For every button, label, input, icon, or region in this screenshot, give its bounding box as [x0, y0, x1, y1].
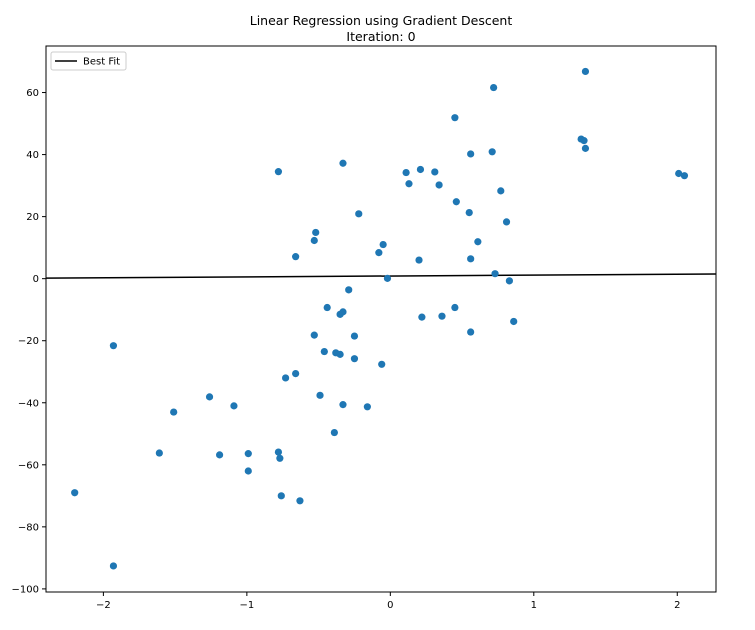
data-point: [170, 408, 178, 416]
x-axis-ticks: −2 −1 0 1 2: [96, 592, 680, 611]
data-point: [467, 328, 475, 336]
data-point: [350, 355, 359, 363]
data-point: [375, 249, 383, 257]
x-tick-label: 2: [674, 600, 680, 611]
data-point: [451, 303, 459, 312]
data-point: [277, 492, 285, 500]
y-tick-label: −60: [18, 460, 39, 471]
data-point: [431, 168, 439, 176]
data-point: [355, 210, 363, 218]
y-tick-label: 0: [33, 274, 39, 285]
x-tick-label: 1: [531, 600, 537, 611]
data-point: [312, 228, 320, 237]
data-point: [474, 238, 482, 246]
data-point: [383, 274, 392, 282]
data-point: [292, 253, 300, 261]
data-point: [418, 313, 426, 321]
data-point: [580, 137, 588, 145]
data-point: [296, 497, 304, 505]
data-point: [109, 342, 118, 350]
data-point: [405, 180, 413, 188]
data-point: [402, 168, 410, 177]
data-point: [465, 208, 473, 217]
legend-box: [50, 51, 127, 71]
data-point: [680, 172, 689, 180]
y-tick-label: 20: [26, 212, 39, 223]
data-point: [244, 467, 252, 475]
data-point: [505, 277, 514, 285]
data-point: [416, 165, 425, 174]
data-point: [281, 374, 290, 382]
data-points: [71, 67, 689, 570]
y-tick-label: −40: [18, 398, 39, 409]
data-point: [274, 448, 283, 456]
data-point: [415, 256, 423, 264]
data-point: [310, 331, 318, 339]
y-tick-label: −100: [12, 584, 39, 595]
data-point: [490, 83, 498, 92]
data-point: [502, 218, 511, 226]
data-point: [675, 169, 683, 178]
data-point: [451, 114, 459, 122]
data-point: [292, 370, 300, 378]
plot-frame: [45, 45, 717, 593]
data-point: [491, 270, 499, 278]
data-point: [339, 401, 347, 409]
x-tick-label: 0: [387, 600, 393, 611]
data-point: [274, 168, 283, 176]
data-point: [109, 562, 118, 570]
data-point: [330, 428, 338, 437]
data-point: [379, 240, 387, 249]
plot-area: [46, 46, 716, 592]
data-point: [336, 350, 344, 358]
data-point: [323, 303, 331, 312]
data-point: [71, 489, 79, 497]
data-point: [452, 198, 460, 206]
data-point: [316, 391, 324, 399]
data-point: [155, 449, 163, 457]
data-point: [510, 317, 518, 326]
data-point: [230, 402, 238, 410]
data-point: [438, 312, 446, 320]
data-point: [581, 144, 590, 152]
data-point: [320, 347, 328, 356]
data-point: [467, 150, 475, 158]
y-axis-ticks: −100 −80 −60 −40 −20 0 20 40 60: [12, 88, 46, 595]
x-tick-label: −1: [239, 600, 254, 611]
data-point: [378, 360, 386, 368]
legend: Best Fit: [50, 51, 127, 71]
data-point: [350, 332, 359, 340]
data-point: [205, 393, 214, 401]
data-point: [488, 148, 496, 156]
plot-background: [46, 46, 716, 592]
data-point: [244, 450, 252, 458]
y-tick-label: −80: [18, 522, 39, 533]
data-point: [310, 236, 318, 245]
y-tick-label: 60: [26, 88, 39, 99]
chart-subtitle: Iteration: 0: [346, 29, 415, 44]
data-point: [339, 159, 347, 167]
best-fit-layer: [45, 273, 717, 279]
data-point: [345, 286, 353, 294]
data-point: [467, 255, 475, 263]
data-point: [215, 451, 224, 459]
chart-title: Linear Regression using Gradient Descent: [250, 13, 513, 28]
y-tick-label: −20: [18, 336, 39, 347]
x-tick-label: −2: [96, 600, 111, 611]
y-tick-label: 40: [26, 150, 39, 161]
data-point: [435, 181, 443, 189]
data-point: [276, 454, 284, 462]
data-point: [581, 67, 590, 76]
legend-label-best-fit: Best Fit: [83, 57, 120, 68]
best-fit-line: [45, 273, 717, 279]
data-point: [497, 187, 505, 195]
data-point: [363, 403, 371, 411]
data-point: [339, 308, 347, 316]
